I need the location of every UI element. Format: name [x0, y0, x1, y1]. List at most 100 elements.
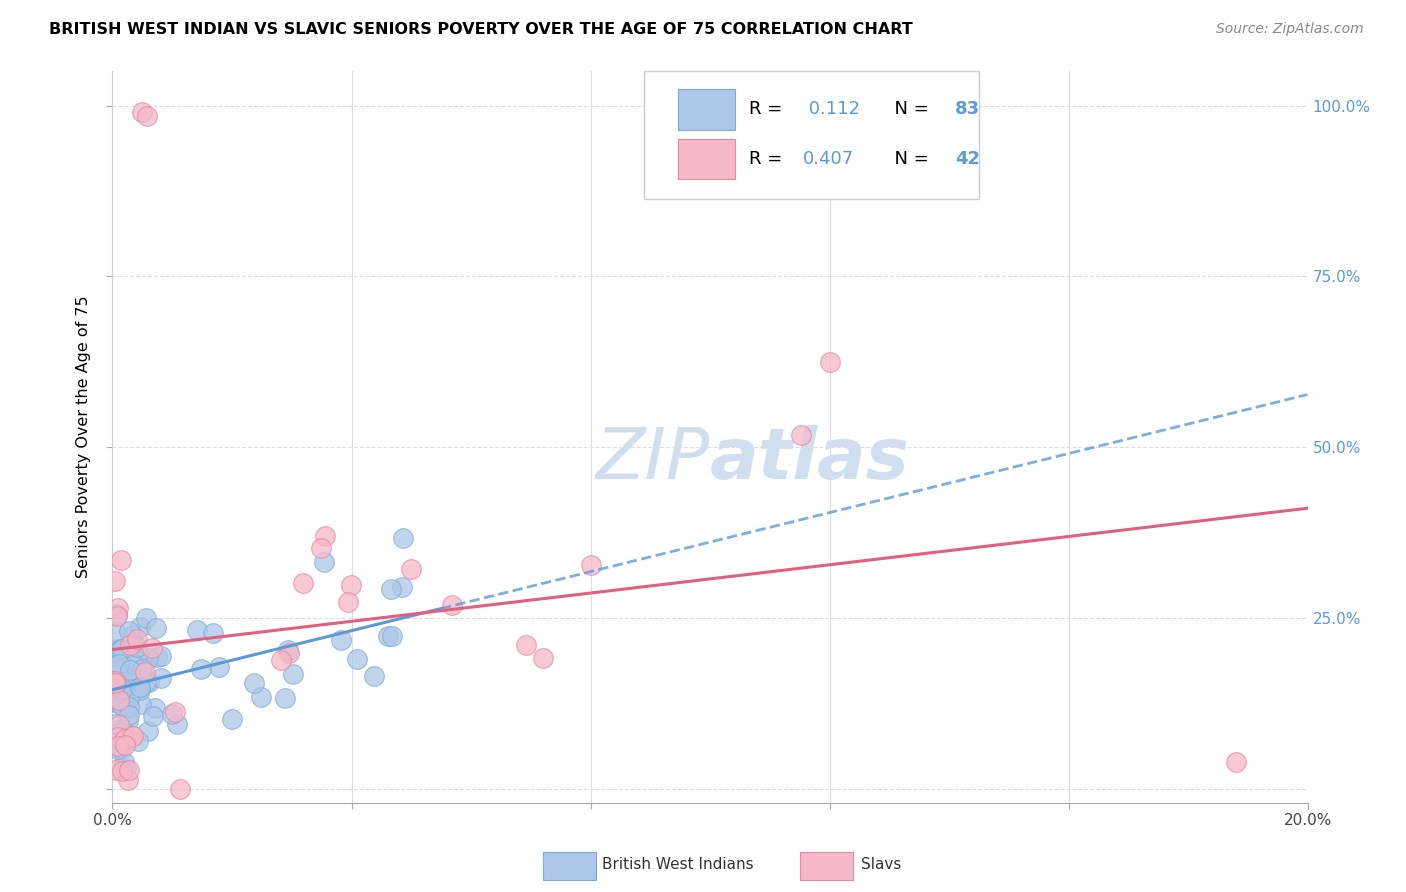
Point: [136, 651, 159, 665]
Point: [110, 698, 132, 713]
Point: [149, 671, 172, 685]
Point: [104, 692, 127, 706]
Point: [127, 734, 149, 748]
Point: [104, 695, 127, 709]
Point: [131, 105, 153, 120]
Point: [392, 531, 415, 545]
Point: [104, 693, 127, 707]
Point: [111, 731, 134, 746]
Point: [190, 662, 212, 676]
Point: [114, 673, 136, 687]
Point: [114, 679, 136, 693]
Point: [104, 675, 127, 690]
Point: [118, 624, 141, 639]
Point: [150, 649, 173, 664]
Point: [292, 575, 315, 590]
Point: [110, 742, 132, 756]
Point: [104, 763, 127, 777]
Point: [314, 555, 336, 569]
Point: [110, 641, 132, 656]
Text: Source: ZipAtlas.com: Source: ZipAtlas.com: [1216, 22, 1364, 37]
Point: [127, 646, 149, 660]
Point: [118, 699, 141, 714]
Point: [104, 717, 127, 731]
Point: [131, 662, 153, 676]
Point: [107, 657, 129, 671]
Point: [274, 691, 297, 706]
Point: [107, 600, 129, 615]
Point: [128, 619, 150, 633]
Point: [145, 621, 167, 635]
Point: [117, 713, 139, 727]
Point: [169, 782, 191, 797]
Point: [104, 645, 127, 659]
Point: [131, 660, 153, 674]
Text: 0.112: 0.112: [803, 101, 860, 119]
Point: [278, 646, 301, 660]
Point: [377, 630, 399, 644]
Point: [339, 577, 361, 591]
Point: [136, 109, 159, 123]
Point: [129, 697, 152, 711]
Point: [283, 666, 305, 681]
Point: [111, 682, 134, 697]
Point: [111, 764, 134, 779]
Point: [118, 690, 141, 705]
Point: [135, 674, 157, 689]
Point: [146, 649, 169, 664]
Point: [118, 640, 141, 654]
Text: 0.407: 0.407: [803, 150, 855, 168]
Point: [107, 730, 129, 744]
Point: [104, 674, 127, 689]
Point: [208, 660, 231, 674]
Point: [125, 632, 148, 646]
FancyBboxPatch shape: [800, 852, 853, 880]
Point: [122, 636, 145, 650]
Point: [250, 690, 273, 704]
Point: [380, 582, 402, 596]
Point: [104, 679, 127, 693]
Point: [114, 739, 136, 753]
Point: [118, 639, 141, 653]
Point: [381, 628, 404, 642]
Point: [136, 724, 159, 739]
Point: [107, 607, 129, 621]
Point: [363, 669, 385, 683]
Point: [270, 653, 292, 667]
Point: [314, 529, 336, 543]
Point: [115, 762, 138, 776]
Point: [311, 541, 333, 555]
Point: [143, 700, 166, 714]
Point: [141, 640, 163, 655]
FancyBboxPatch shape: [678, 89, 735, 129]
Point: [336, 595, 359, 609]
Point: [108, 717, 131, 731]
Point: [118, 707, 141, 722]
Point: [127, 681, 149, 696]
Point: [121, 729, 143, 743]
Point: [138, 674, 160, 689]
Point: [135, 611, 157, 625]
Point: [110, 697, 132, 711]
Text: R =: R =: [749, 150, 789, 168]
Point: [818, 354, 841, 368]
Text: Slavs: Slavs: [860, 857, 901, 872]
Point: [186, 623, 208, 637]
Text: BRITISH WEST INDIAN VS SLAVIC SENIORS POVERTY OVER THE AGE OF 75 CORRELATION CHA: BRITISH WEST INDIAN VS SLAVIC SENIORS PO…: [49, 22, 912, 37]
Point: [107, 742, 129, 756]
Point: [118, 764, 141, 778]
Point: [118, 664, 141, 678]
Text: 83: 83: [955, 101, 980, 119]
Text: N =: N =: [883, 101, 935, 119]
Text: British West Indians: British West Indians: [603, 857, 754, 872]
Point: [128, 680, 150, 694]
Point: [346, 652, 368, 666]
Point: [111, 642, 134, 657]
Point: [112, 659, 135, 673]
Point: [121, 638, 143, 652]
Point: [579, 558, 602, 573]
Point: [790, 427, 813, 442]
Point: [105, 609, 128, 624]
Point: [104, 624, 127, 638]
Point: [112, 723, 135, 737]
